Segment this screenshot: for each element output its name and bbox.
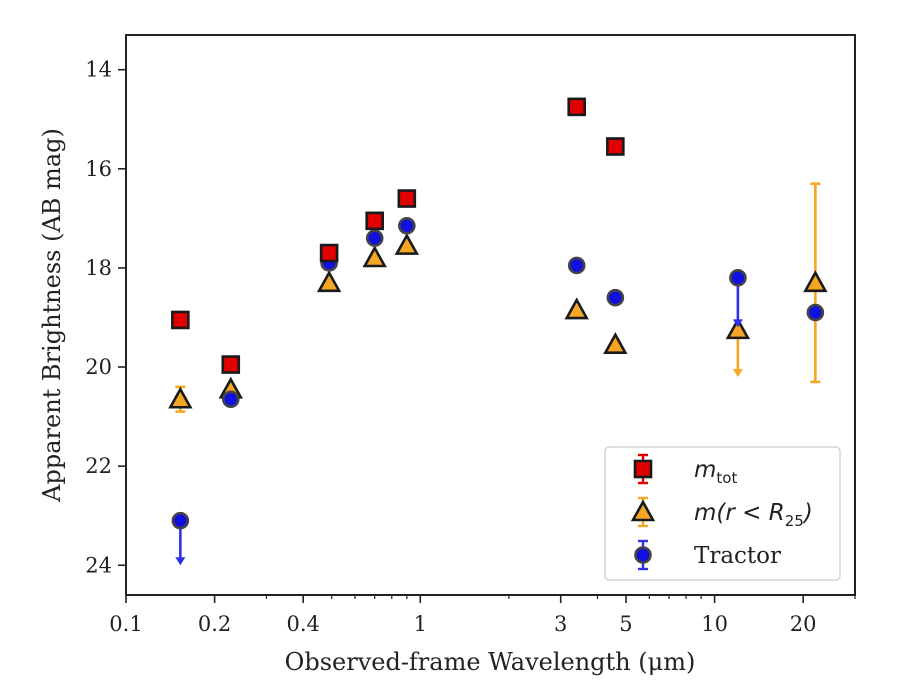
x-axis-title: Observed-frame Wavelength (μm) <box>285 648 696 676</box>
y-tick-label: 24 <box>85 553 112 577</box>
data-point <box>319 243 339 263</box>
legend-marker <box>633 459 653 479</box>
y-tick-label: 18 <box>85 256 112 280</box>
x-tick-label: 0.4 <box>286 612 319 636</box>
y-tick-label: 20 <box>85 355 112 379</box>
legend-box <box>604 446 841 581</box>
legend-label: mtot <box>694 457 737 487</box>
upper-limit-arrowhead <box>732 319 743 328</box>
upper-limit-arrowhead <box>175 557 186 566</box>
legend-marker <box>634 546 652 564</box>
chart-marks <box>168 97 828 566</box>
x-tick-label: 0.1 <box>109 612 142 636</box>
y-tick-label: 16 <box>85 157 112 181</box>
data-point <box>397 189 417 208</box>
legend-entry: mtot <box>633 453 737 487</box>
x-tick-label: 0.2 <box>198 612 231 636</box>
data-point <box>806 303 825 322</box>
x-tick-label: 1 <box>414 612 427 636</box>
y-tick-label: 22 <box>85 454 112 478</box>
data-point <box>365 211 385 231</box>
data-point <box>171 310 190 330</box>
data-point <box>803 270 828 293</box>
data-point <box>168 386 193 409</box>
x-tick-label: 20 <box>790 612 817 636</box>
data-point <box>365 229 384 247</box>
x-tick-label: 5 <box>619 612 632 636</box>
series-triangle <box>168 182 828 413</box>
legend-label: Tractor <box>694 543 781 569</box>
legend-entry: m(r < R25) <box>630 496 813 530</box>
series-square <box>171 97 625 374</box>
data-point <box>603 332 628 355</box>
data-point <box>316 270 342 293</box>
upper-limit-arrowhead <box>732 368 743 377</box>
data-point <box>221 390 240 409</box>
data-point <box>171 511 190 530</box>
series-circle <box>171 216 825 566</box>
data-point <box>725 317 751 340</box>
data-point <box>567 97 587 117</box>
x-tick-label: 3 <box>554 612 567 636</box>
data-point <box>606 288 625 307</box>
data-point <box>398 216 416 235</box>
data-point <box>362 245 387 268</box>
data-point <box>606 137 625 156</box>
data-point <box>564 297 589 320</box>
data-point <box>729 269 747 287</box>
legend-entry: Tractor <box>634 539 781 571</box>
y-tick-label: 14 <box>85 58 112 82</box>
y-axis-title: Apparent Brightness (AB mag) <box>38 128 66 503</box>
x-tick-label: 10 <box>701 612 728 636</box>
data-point <box>394 232 420 255</box>
legend-marker <box>630 499 656 522</box>
plot-frame <box>125 34 856 596</box>
legend-label: m(r < R25) <box>694 500 813 530</box>
legend: mtot m(r < R25) Tractor <box>604 446 841 581</box>
data-point <box>567 256 586 275</box>
data-point <box>221 355 241 374</box>
axis-ticks: 0.1 0.2 0.4 1 3 5 10 20 14 16 18 20 22 24 <box>85 58 856 636</box>
